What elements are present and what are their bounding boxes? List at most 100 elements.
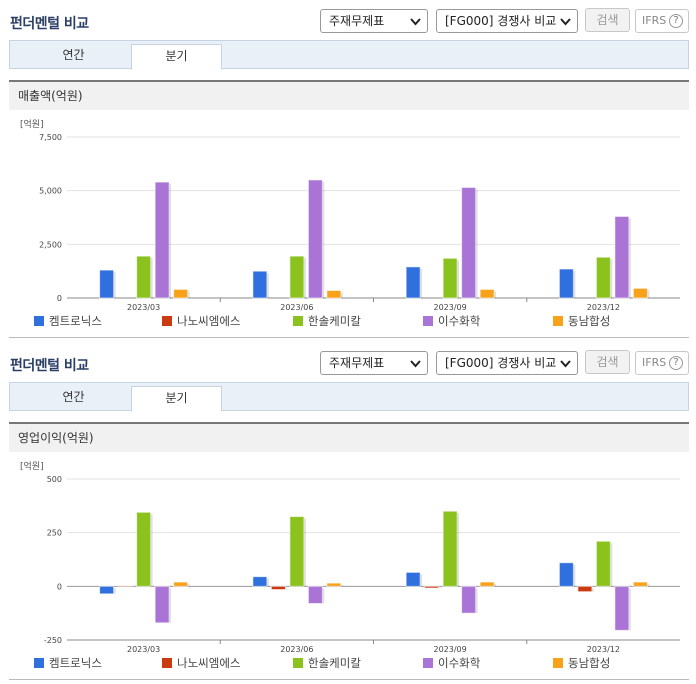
y-unit-label: [억원]	[20, 118, 44, 130]
bar	[307, 585, 323, 605]
legend-swatch	[553, 316, 563, 326]
bar	[136, 255, 152, 299]
bar	[99, 269, 115, 299]
legend-swatch	[34, 658, 44, 668]
compare-select[interactable]: [FG000] 경쟁사 비교	[436, 351, 578, 375]
bar	[289, 516, 305, 587]
bar-shadow	[610, 543, 613, 587]
bar	[424, 585, 440, 589]
y-tick-label: 0	[57, 582, 62, 591]
bar	[173, 581, 189, 587]
legend-label: 한솔케미칼	[308, 314, 361, 328]
chevron-down-icon	[560, 18, 571, 26]
legend-label: 이수화학	[438, 656, 481, 670]
bar-shadow	[457, 260, 460, 298]
bar	[558, 562, 574, 587]
bar	[595, 540, 611, 587]
bar	[461, 585, 477, 614]
bar	[326, 582, 342, 587]
bar	[479, 288, 495, 299]
legend-label: 동남합성	[568, 656, 610, 670]
bar	[632, 287, 648, 299]
bar	[99, 585, 115, 595]
ifrs-button[interactable]: IFRS ?	[635, 351, 689, 375]
legend-label: 동남합성	[568, 314, 610, 328]
y-tick-label: -250	[44, 636, 62, 645]
bar-shadow	[591, 588, 594, 592]
bar-shadow	[303, 258, 306, 298]
report-type-select[interactable]: 주재무제표	[320, 351, 428, 375]
help-icon: ?	[669, 356, 683, 370]
bar-shadow	[628, 218, 631, 298]
search-button[interactable]: 검색	[585, 350, 630, 374]
bar-shadow	[150, 258, 153, 298]
legend-swatch	[34, 316, 44, 326]
bar	[117, 585, 133, 588]
bar-shadow	[573, 564, 576, 587]
x-tick-label: 2023/12	[587, 303, 620, 312]
chevron-down-icon	[410, 360, 421, 368]
bar-shadow	[647, 584, 650, 587]
x-tick-label: 2023/12	[587, 645, 620, 654]
bar-shadow	[169, 588, 172, 623]
y-tick-label: 500	[47, 475, 62, 484]
section-title: 펀더멘털 비교	[10, 358, 89, 374]
operating-profit-bar-chart: [억원] -250 0 250 500 2023/03 2023/06 2023/09 2023…	[20, 460, 680, 670]
fundamental-section-operating-profit: 펀더멘털 비교 주재무제표 [FG000] 경쟁사 비교 검색 IFRS ? 연…	[0, 342, 696, 684]
legend-label: 한솔케미칼	[308, 656, 361, 670]
legend-label: 나노씨엠에스	[177, 656, 240, 670]
bar-shadow	[285, 588, 288, 590]
ifrs-label: IFRS	[642, 356, 667, 369]
bar-shadow	[340, 292, 343, 298]
y-tick-label: 2,500	[39, 240, 62, 249]
bar-shadow	[475, 189, 478, 298]
section-header: 펀더멘털 비교 주재무제표 [FG000] 경쟁사 비교 검색 IFRS ?	[0, 0, 696, 36]
bar	[577, 585, 593, 593]
report-type-value: 주재무제표	[329, 14, 385, 28]
bar-shadow	[322, 181, 325, 298]
bar-shadow	[169, 184, 172, 298]
tab-quarterly[interactable]: 분기	[131, 44, 222, 70]
legend-swatch	[293, 316, 303, 326]
bar-shadow	[113, 272, 116, 298]
y-tick-label: 5,000	[39, 187, 62, 196]
search-button[interactable]: 검색	[585, 8, 630, 32]
chevron-down-icon	[410, 18, 421, 26]
bar-shadow	[113, 588, 116, 594]
x-tick-label: 2023/06	[280, 645, 313, 654]
bar-shadow	[628, 588, 631, 631]
sales-bar-chart: [억원] 0 2,500 5,000 7,500 2023/03 2023/06 2023/0…	[20, 118, 680, 328]
bar	[558, 268, 574, 299]
report-type-value: 주재무제표	[329, 356, 385, 370]
bar-shadow	[457, 513, 460, 587]
bar	[252, 270, 268, 299]
bar-shadow	[150, 514, 153, 587]
x-tick-label: 2023/03	[127, 303, 160, 312]
bar	[173, 288, 189, 299]
bar	[595, 256, 611, 299]
legend-swatch	[293, 658, 303, 668]
report-type-select[interactable]: 주재무제표	[320, 9, 428, 33]
bar-shadow	[322, 588, 325, 604]
chevron-down-icon	[560, 360, 571, 368]
bar-shadow	[494, 291, 497, 298]
bar-shadow	[573, 271, 576, 298]
legend-swatch	[423, 316, 433, 326]
bar-shadow	[420, 268, 423, 298]
legend-label: 이수화학	[438, 314, 481, 328]
ifrs-button[interactable]: IFRS ?	[635, 9, 689, 33]
legend-swatch	[423, 658, 433, 668]
tab-quarterly[interactable]: 분기	[131, 386, 222, 412]
y-tick-label: 0	[57, 294, 62, 303]
tab-annual[interactable]: 연간	[62, 48, 85, 62]
bar	[154, 585, 170, 624]
bar	[252, 576, 268, 587]
bar-shadow	[494, 584, 497, 587]
bar-shadow	[610, 259, 613, 298]
compare-select[interactable]: [FG000] 경쟁사 비교	[436, 9, 578, 33]
x-tick-label: 2023/06	[280, 303, 313, 312]
bar	[307, 179, 323, 299]
tab-annual[interactable]: 연간	[62, 390, 85, 404]
period-tabs: 연간 분기	[9, 382, 689, 412]
bar	[479, 581, 495, 587]
